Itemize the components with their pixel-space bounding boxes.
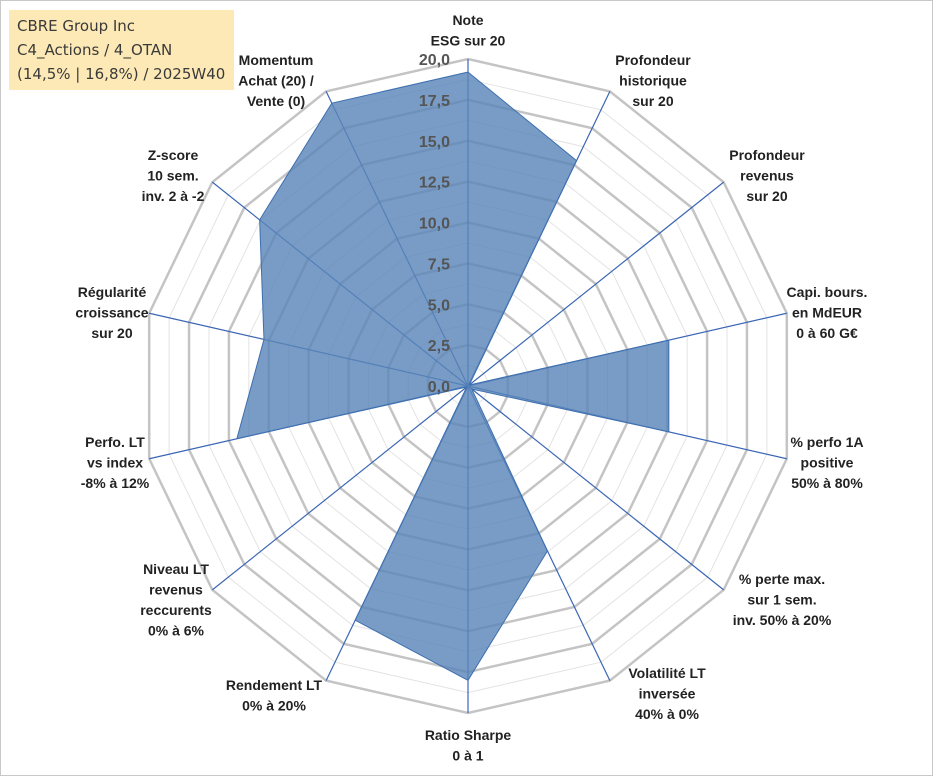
axis-label: % perte max. sur 1 sem. inv. 50% à 20% xyxy=(733,571,832,628)
axis-label: Niveau LT revenus reccurents 0% à 6% xyxy=(140,561,212,639)
tick-label: 10,0 xyxy=(419,216,450,233)
axis-label: % perfo 1A positive 50% à 80% xyxy=(790,434,863,491)
axis-label: Profondeur historique sur 20 xyxy=(615,52,691,109)
axis-label: Note ESG sur 20 xyxy=(431,12,506,49)
tick-label: 15,0 xyxy=(419,134,450,151)
axis-label: Momentum Achat (20) / Vente (0) xyxy=(238,52,314,109)
label-layer: Note ESG sur 20 Profondeur historique sur 20… xyxy=(75,12,867,764)
axis-label: Régularité croissance sur 20 xyxy=(75,284,148,341)
series-layer xyxy=(236,71,670,681)
axis-label: Z-score 10 sem. inv. 2 à -2 xyxy=(142,147,205,204)
info-company: CBRE Group Inc xyxy=(17,17,136,35)
info-stats: (14,5% | 16,8%) / 2025W40 xyxy=(17,65,226,83)
tick-label: 2,5 xyxy=(428,338,450,355)
tick-label: 17,5 xyxy=(419,93,450,110)
tick-label: 0,0 xyxy=(428,379,450,396)
tick-label: 7,5 xyxy=(428,256,450,273)
tick-layer: 0,0 2,5 5,0 7,5 10,0 12,5 15,0 17,5 20,0 xyxy=(419,52,450,396)
axis-label: Volatilité LT inversée 40% à 0% xyxy=(628,665,706,722)
axis-spoke xyxy=(467,385,725,591)
tick-label: 12,5 xyxy=(419,175,450,192)
tick-label: 5,0 xyxy=(428,297,450,314)
tick-label: 20,0 xyxy=(419,52,450,69)
axis-label: Profondeur revenus sur 20 xyxy=(729,147,805,204)
info-category: C4_Actions / 4_OTAN xyxy=(17,41,173,59)
axis-spoke xyxy=(467,181,725,387)
axis-label: Perfo. LT vs index -8% à 12% xyxy=(81,434,150,491)
info-box: CBRE Group Inc C4_Actions / 4_OTAN (14,5… xyxy=(9,10,234,90)
axis-label: Capi. bours. en MdEUR 0 à 60 G€ xyxy=(787,284,868,341)
axis-label: Ratio Sharpe 0 à 1 xyxy=(425,727,512,764)
series-area xyxy=(236,71,670,681)
axis-label: Rendement LT 0% à 20% xyxy=(226,677,323,714)
axis-spoke xyxy=(211,385,469,591)
